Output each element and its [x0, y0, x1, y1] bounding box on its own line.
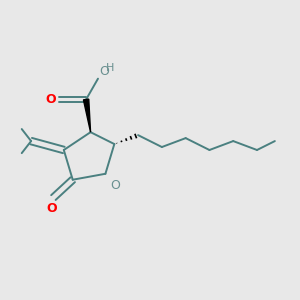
- Text: O: O: [45, 93, 56, 106]
- Text: O: O: [100, 65, 109, 78]
- Polygon shape: [83, 99, 91, 132]
- Text: H: H: [106, 63, 115, 73]
- Text: O: O: [46, 202, 57, 215]
- Text: O: O: [110, 179, 120, 192]
